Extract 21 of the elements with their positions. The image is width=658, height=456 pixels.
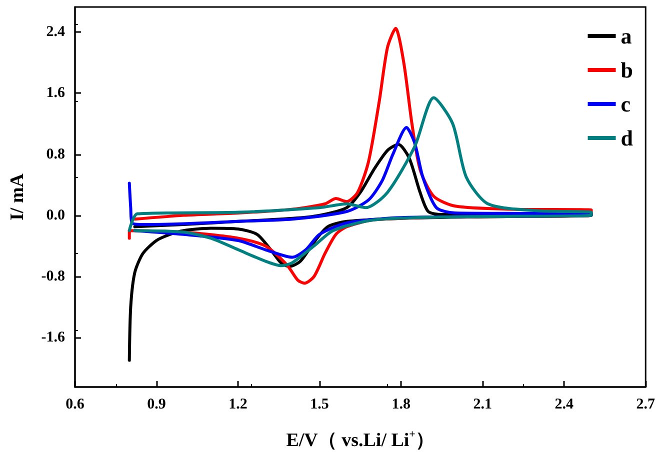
legend-label: b <box>620 58 634 82</box>
y-tick-label: 0.8 <box>46 146 65 162</box>
y-tick-label: 2.4 <box>46 24 66 40</box>
x-axis-title: E/V（ vs.Li/ Li+） <box>286 428 434 451</box>
x-tick-label: 1.8 <box>392 396 410 412</box>
x-tick-label: 2.4 <box>554 396 574 412</box>
y-tick-label: 0.0 <box>46 207 65 224</box>
x-tick-label: 1.2 <box>228 396 248 412</box>
legend-label: c <box>620 92 631 116</box>
y-tick-label: 1.6 <box>46 85 66 102</box>
x-tick-label: 1.5 <box>310 396 329 412</box>
x-tick-label: 0.9 <box>147 396 166 412</box>
y-axis-title: I/ mA <box>7 173 28 220</box>
y-tick-label: -1.6 <box>41 329 66 346</box>
x-tick-label: 2.1 <box>473 396 492 412</box>
y-tick-label: -0.8 <box>41 268 65 284</box>
legend-label: d <box>620 126 634 150</box>
line-series <box>128 96 593 268</box>
x-tick-label: 0.6 <box>66 396 85 412</box>
x-tick-label: 2.7 <box>636 396 656 412</box>
legend-label: a <box>620 24 632 48</box>
